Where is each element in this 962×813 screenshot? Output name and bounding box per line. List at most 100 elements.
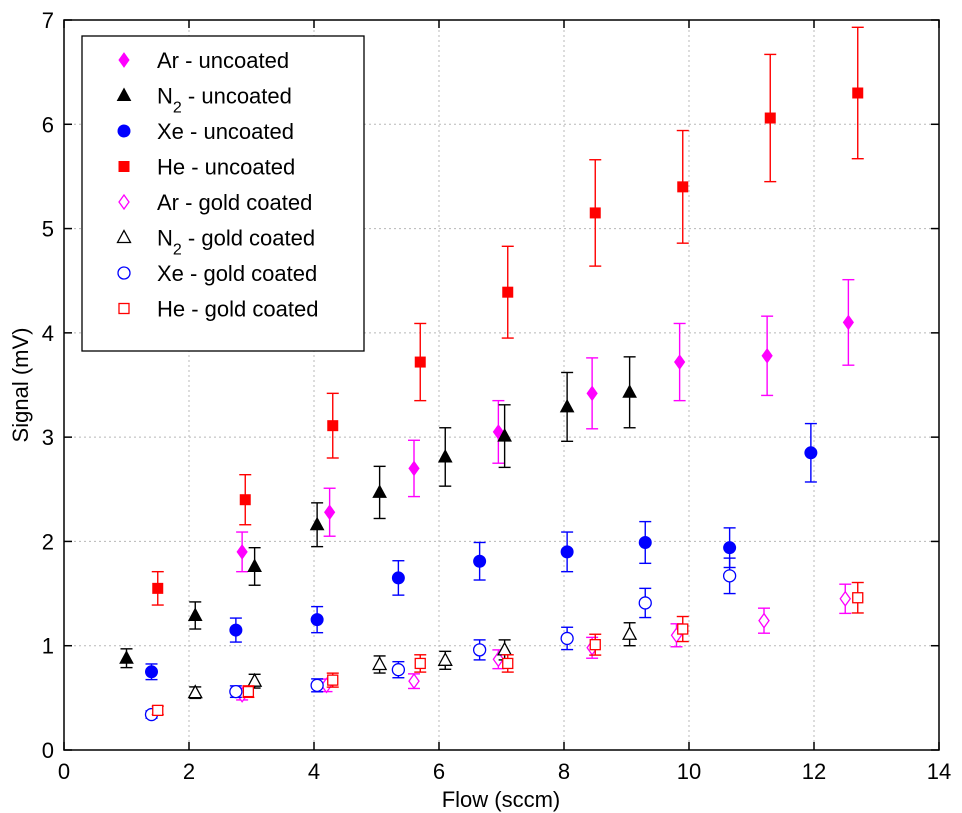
legend-marker (116, 229, 132, 244)
x-tick-label: 6 (433, 759, 445, 784)
legend-marker (118, 52, 130, 68)
data-point (589, 639, 601, 651)
x-tick-label: 12 (802, 759, 826, 784)
data-point (437, 448, 453, 463)
data-point (372, 656, 388, 671)
legend-marker (118, 302, 130, 315)
legend-label: Ar - uncoated (157, 48, 289, 73)
series-3 (151, 26, 864, 606)
data-point (677, 181, 689, 193)
legend-marker (118, 161, 130, 172)
data-point (622, 625, 638, 640)
series-2 (145, 422, 818, 681)
legend-label: He - gold coated (157, 297, 318, 322)
data-point (852, 592, 864, 604)
data-point (239, 494, 251, 506)
data-point (327, 674, 339, 686)
data-point (839, 590, 852, 607)
y-axis-label: Signal (mV) (8, 328, 33, 443)
y-tick-label: 7 (42, 8, 54, 33)
data-point (187, 684, 203, 699)
series-1 (119, 356, 637, 669)
data-point (324, 504, 336, 521)
data-point (309, 516, 325, 531)
data-point (560, 545, 574, 559)
data-point (145, 665, 158, 679)
data-point (414, 657, 426, 670)
data-point (502, 657, 514, 670)
data-point (236, 543, 248, 560)
y-tick-label: 0 (42, 738, 54, 763)
data-point (852, 87, 864, 99)
data-point (804, 446, 818, 460)
data-point (310, 678, 324, 692)
legend-box (81, 35, 365, 352)
legend-label: Ar - gold coated (157, 190, 312, 215)
axes (63, 19, 940, 751)
data-point (589, 207, 601, 219)
data-point (408, 460, 420, 477)
x-tick-label: 0 (58, 759, 70, 784)
legend-marker (118, 193, 130, 211)
data-point (327, 420, 339, 432)
x-tick-label: 10 (677, 759, 701, 784)
x-tick-label: 4 (308, 759, 320, 784)
data-point (761, 347, 773, 364)
data-point (372, 484, 387, 498)
legend-label: He - uncoated (157, 155, 295, 180)
y-tick-label: 3 (42, 425, 54, 450)
series-7 (151, 581, 864, 717)
data-point (758, 612, 770, 629)
data-point (437, 651, 453, 666)
legend-label: Xe - gold coated (157, 261, 317, 286)
legend-marker (117, 266, 131, 280)
data-point (187, 607, 203, 621)
data-point (722, 569, 737, 583)
x-axis-label: Flow (sccm) (442, 787, 561, 812)
y-tick-label: 1 (42, 634, 54, 659)
data-point (842, 314, 854, 331)
x-tick-labels: 0 2 4 6 8 10 12 14 (58, 759, 951, 784)
y-tick-label: 5 (42, 217, 54, 242)
legend-label: N2 - gold coated (157, 226, 315, 259)
data-point (242, 685, 255, 698)
data-point (677, 623, 689, 635)
data-point (229, 623, 243, 637)
data-point (497, 641, 513, 656)
legend-marker (116, 87, 132, 101)
data-point (622, 384, 637, 398)
plot-frame (63, 19, 940, 751)
y-tick-labels: 0 1 2 3 4 5 6 7 (42, 8, 54, 763)
data-point (492, 424, 504, 440)
data-point (310, 613, 324, 627)
data-point (119, 650, 134, 664)
data-point (559, 398, 575, 413)
series-5 (187, 622, 638, 700)
data-point (152, 704, 164, 717)
y-tick-label: 2 (42, 529, 54, 554)
data-point (473, 554, 487, 568)
legend-marker (117, 124, 131, 138)
data-point (497, 428, 512, 442)
data-point (414, 356, 426, 368)
data-point (723, 541, 737, 555)
data-point (638, 535, 652, 549)
data-point (247, 672, 263, 687)
data-points (119, 26, 864, 722)
series-0 (236, 278, 855, 573)
data-point (560, 631, 574, 646)
data-point (502, 286, 514, 298)
data-point (152, 582, 164, 594)
data-point (247, 558, 262, 572)
legend-label: N2 - uncoated (157, 84, 292, 117)
data-point (472, 643, 487, 657)
x-tick-label: 8 (558, 759, 570, 784)
series-6 (144, 557, 737, 722)
data-point (638, 596, 652, 610)
legend-label: Xe - uncoated (157, 119, 294, 144)
y-tick-label: 4 (42, 321, 54, 346)
data-point (391, 663, 406, 677)
data-point (492, 651, 505, 668)
x-tick-label: 14 (927, 759, 951, 784)
